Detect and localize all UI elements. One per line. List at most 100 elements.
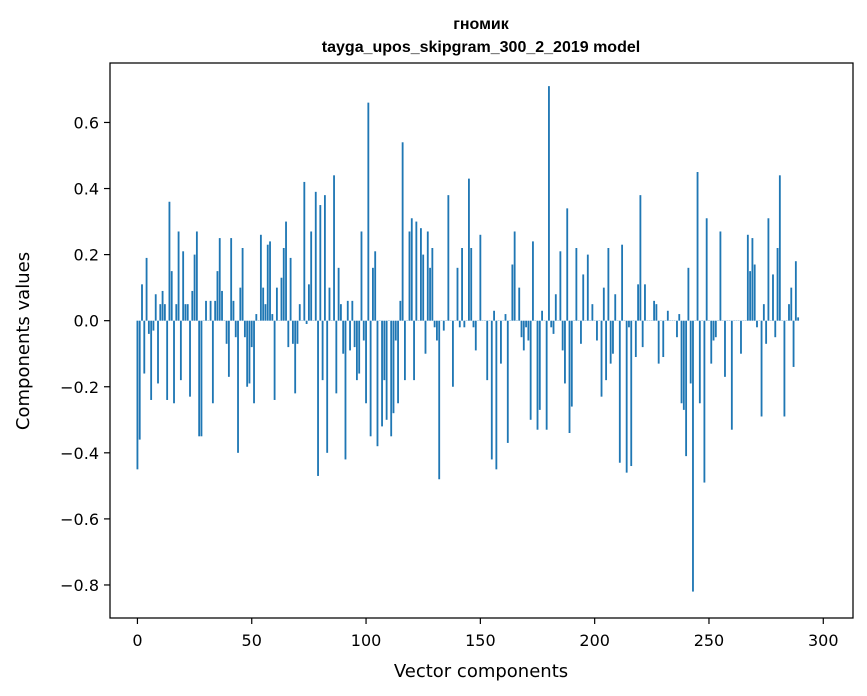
y-tick-label: 0.4 [74,180,99,199]
bar-9 [157,320,159,384]
bar-219 [637,284,640,321]
bar-216 [630,320,633,467]
bar-142 [461,248,463,321]
bar-276 [767,218,770,321]
bar-98 [360,231,363,321]
bars [136,86,800,592]
bar-68 [291,320,294,344]
bar-130 [433,320,436,328]
bar-116 [401,142,404,321]
bar-101 [367,102,370,321]
bar-109 [385,320,388,420]
bar-194 [580,320,582,344]
bar-42 [232,300,235,321]
bar-51 [253,320,255,404]
bar-275 [765,320,768,344]
bar-195 [582,274,585,321]
bar-78 [314,191,317,321]
bar-132 [438,320,441,480]
bar-32 [209,300,212,321]
bar-145 [468,178,470,321]
bar-27 [198,320,201,437]
bar-155 [490,320,493,460]
bar-83 [326,320,329,453]
bar-103 [371,267,374,321]
bar-117 [403,320,406,381]
bar-171 [527,320,530,341]
bar-215 [628,320,630,328]
bar-55 [262,287,265,321]
bar-230 [662,320,665,358]
bar-201 [596,320,598,341]
bar-126 [424,320,427,354]
x-tick-label: 50 [242,631,262,650]
bar-74 [305,320,308,324]
x-axis-label: Vector components [394,661,568,682]
bar-150 [479,234,482,321]
bar-203 [600,320,603,397]
bar-59 [271,314,274,321]
bar-39 [225,320,228,344]
bar-99 [362,320,365,341]
bar-131 [436,320,438,341]
bar-138 [452,320,454,387]
bar-70 [296,320,299,344]
bar-90 [342,320,345,354]
bar-273 [760,320,763,417]
bar-220 [639,195,642,321]
bar-267 [746,234,749,321]
bar-104 [374,251,377,321]
bar-232 [666,310,669,321]
bar-279 [774,320,777,338]
bar-283 [783,320,786,417]
bar-71 [298,304,301,321]
bar-156 [493,310,495,321]
bar-143 [463,320,466,328]
bar-76 [310,231,313,321]
bar-168 [520,320,523,338]
bar-177 [541,310,543,321]
bar-12 [163,304,166,321]
bar-209 [614,294,617,321]
bar-21 [184,304,187,321]
bar-41 [230,238,233,321]
bar-122 [415,221,418,321]
bar-264 [740,320,742,354]
bar-107 [381,320,383,427]
bar-204 [602,287,605,321]
bar-253 [714,320,717,338]
bar-57 [266,244,269,321]
bar-66 [287,320,290,348]
y-tick-label: −0.4 [60,444,99,463]
y-axis: −0.8 −0.6 −0.4 −0.2 0.0 0.2 0.4 0.6 [60,113,110,595]
bar-153 [486,320,489,381]
bar-112 [392,320,395,414]
bar-16 [173,320,175,404]
bar-61 [275,287,278,321]
bar-159 [500,320,502,364]
bar-1 [138,320,141,440]
bar-82 [323,195,326,321]
bar-181 [550,320,553,328]
bar-278 [772,274,774,321]
bar-52 [255,314,258,321]
bar-23 [189,320,191,397]
bar-50 [250,320,253,348]
bar-180 [548,86,550,321]
bar-127 [426,231,429,321]
bar-286 [790,287,793,321]
bar-270 [753,264,756,321]
bar-97 [358,320,361,374]
x-tick-label: 150 [465,631,496,650]
bar-102 [369,320,372,437]
bar-192 [575,248,578,321]
bar-205 [605,320,608,381]
x-tick-label: 250 [694,631,725,650]
bar-10 [159,304,162,321]
bar-260 [730,320,733,430]
bar-95 [353,320,356,348]
bar-245 [696,172,699,321]
bar-7 [152,320,155,331]
bar-147 [472,320,475,328]
